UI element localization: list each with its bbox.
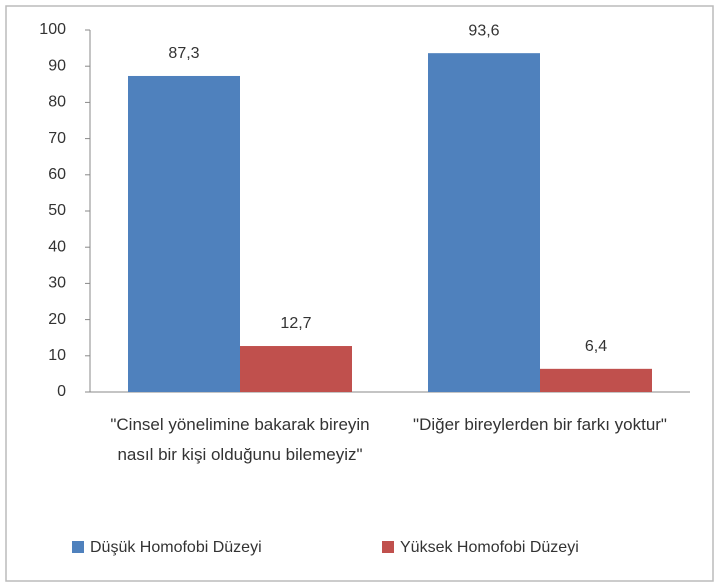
chart-border: [5, 5, 714, 582]
value-label: 12,7: [280, 315, 311, 332]
y-tick-label: 70: [48, 130, 66, 147]
y-tick-label: 90: [48, 57, 66, 74]
value-label: 6,4: [585, 338, 607, 355]
y-tick-label: 0: [57, 383, 66, 400]
x-tick-label: "Cinsel yönelimine bakarak bireyin nasıl…: [110, 415, 370, 464]
y-tick-label: 80: [48, 94, 66, 111]
y-tick-label: 60: [48, 166, 66, 183]
y-tick-label: 10: [48, 347, 66, 364]
bar: [540, 368, 652, 392]
value-label: 93,6: [468, 22, 499, 39]
y-tick-label: 40: [48, 238, 66, 255]
x-tick-label: "Diğer bireylerden bir farkı yoktur": [413, 415, 667, 434]
bar: [128, 75, 240, 392]
legend-label: Yüksek Homofobi Düzeyi: [400, 539, 579, 556]
y-tick-label: 50: [48, 202, 66, 219]
y-tick-label: 100: [39, 21, 66, 38]
value-label: 87,3: [168, 45, 199, 62]
legend-label: Düşük Homofobi Düzeyi: [90, 539, 262, 556]
bar: [428, 53, 540, 392]
legend-swatch: [382, 541, 394, 553]
y-tick-label: 30: [48, 275, 66, 292]
legend-swatch: [72, 541, 84, 553]
y-tick-label: 20: [48, 311, 66, 328]
bar: [240, 346, 352, 392]
